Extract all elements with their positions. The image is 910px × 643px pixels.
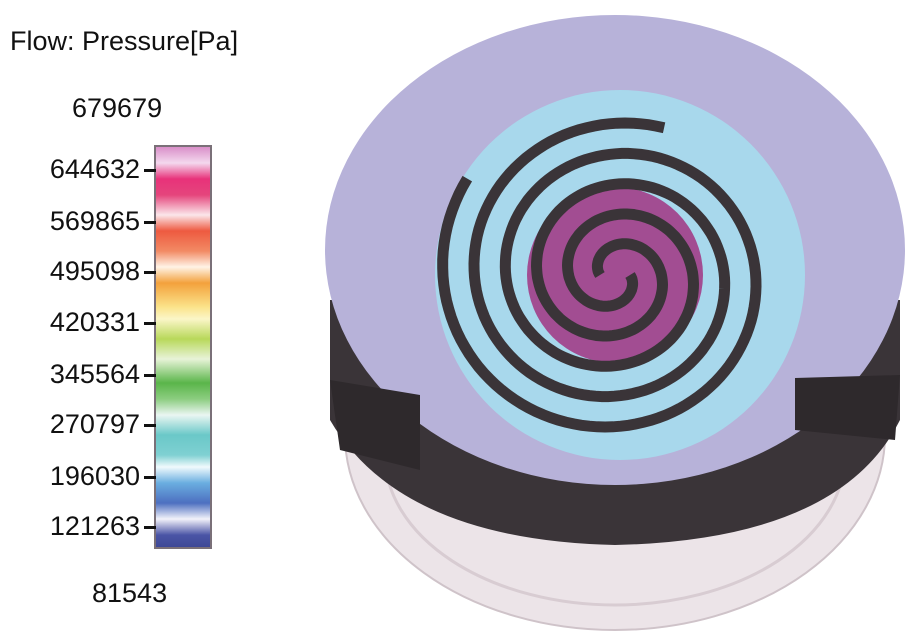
outlet-notch-left — [330, 380, 420, 470]
colorbar-tick — [144, 424, 156, 427]
colorbar-tick-label: 270797 — [49, 409, 140, 439]
legend-title: Flow: Pressure[Pa] — [10, 26, 239, 56]
colorbar-tick-label: 345564 — [49, 359, 140, 389]
colorbar-tick — [144, 322, 156, 325]
colorbar-tick-label: 420331 — [49, 307, 140, 337]
legend-min-label: 81543 — [92, 578, 168, 608]
colorbar-tick — [144, 221, 156, 224]
core-region — [527, 187, 703, 363]
scroll-wrap-wall — [437, 147, 762, 433]
outlet-notch-right — [795, 375, 900, 440]
colorbar-tick — [144, 374, 156, 377]
colorbar-tick-label: 644632 — [49, 154, 140, 184]
colorbar-tick — [144, 476, 156, 479]
colorbar-tick-label: 121263 — [49, 511, 140, 541]
colorbar-tick — [144, 271, 156, 274]
pressure-colorbar — [154, 145, 212, 549]
colorbar-tick-label: 495098 — [49, 256, 140, 286]
colorbar-tick — [144, 169, 156, 172]
scroll-wrap-wall — [468, 117, 731, 403]
legend-max-label: 679679 — [72, 93, 163, 123]
colorbar-tick — [144, 526, 156, 529]
colorbar-tick-label: 196030 — [49, 461, 140, 491]
colorbar-tick-label: 569865 — [49, 206, 140, 236]
